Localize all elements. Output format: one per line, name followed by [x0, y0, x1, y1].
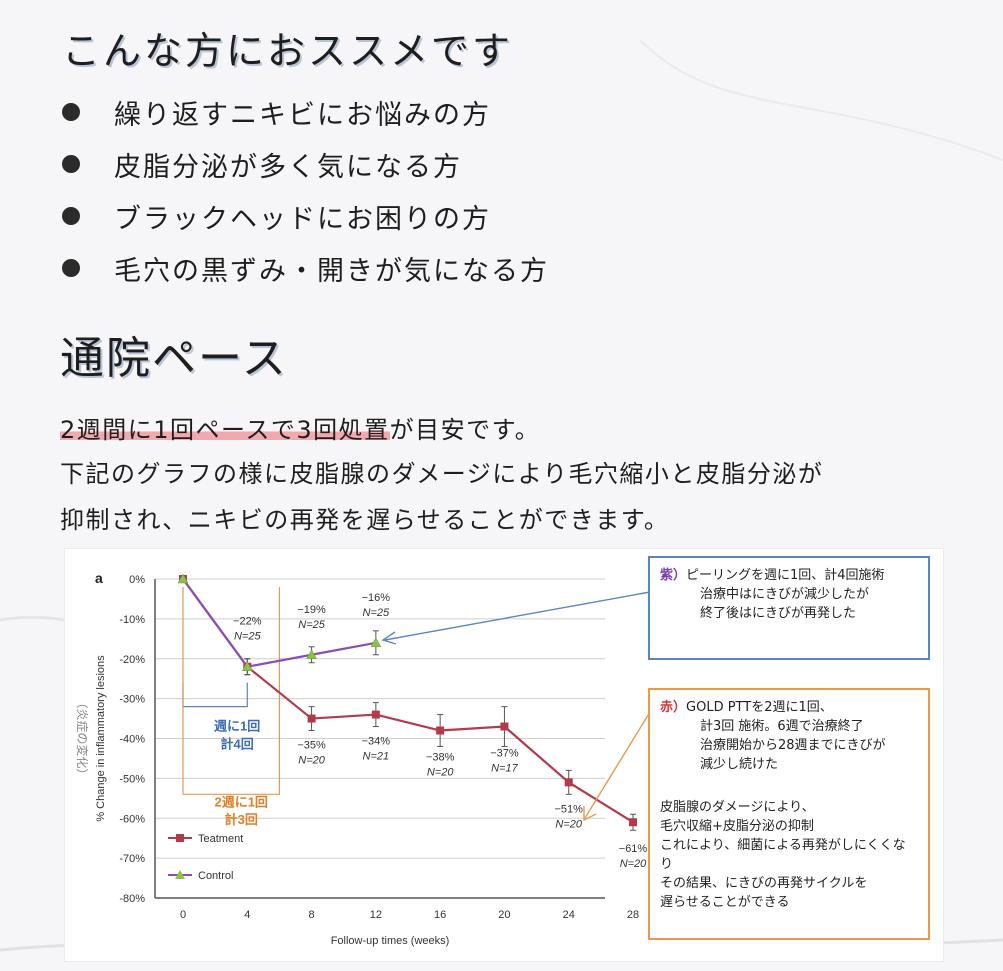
pace-line-1: 2週間に1回ペースで3回処置が目安です。	[60, 410, 540, 445]
purple-tag: 紫）	[660, 568, 687, 583]
red-line-2: 計3回 施術。6週で治療終了	[700, 719, 864, 734]
recommend-item: 毛穴の黒ずみ・開きが気になる方	[62, 242, 549, 294]
pace-line-2: 下記のグラフの様に皮脂腺のダメージにより毛穴縮小と皮脂分泌が	[60, 460, 824, 488]
bullet-icon	[62, 259, 80, 277]
pace-heading: 通院ペース	[60, 333, 288, 384]
red-line-4: 減少し続けた	[700, 757, 779, 772]
purple-note: 紫）ピーリングを週に1回、計4回施術 治療中はにきびが減少したが 終了後はにきび…	[648, 556, 930, 660]
pace-highlight: 2週間に1回ペースで3回処置	[60, 416, 390, 444]
bullet-icon	[62, 207, 80, 225]
red-line-3: 治療開始から28週までにきびが	[700, 738, 886, 753]
purple-line-1: ピーリングを週に1回、計4回施術	[686, 568, 885, 583]
red-line-8: その結果、にきびの再発サイクルを	[660, 876, 868, 891]
recommend-item: ブラックヘッドにお困りの方	[62, 190, 549, 242]
red-line-5: 皮脂腺のダメージにより、	[660, 800, 815, 815]
red-note: 赤）GOLD PTTを2週に1回、 計3回 施術。6週で治療終了 治療開始から2…	[648, 688, 930, 940]
red-tag: 赤）	[660, 700, 687, 715]
note-spacer	[660, 774, 918, 798]
pace-rest: が目安です。	[389, 416, 541, 444]
bullet-icon	[62, 155, 80, 173]
recommend-item: 繰り返すニキビにお悩みの方	[62, 86, 549, 138]
pace-line-3: 抑制され、ニキビの再発を遅らせることができます。	[60, 506, 670, 534]
red-line-6: 毛穴収縮+皮脂分泌の抑制	[660, 819, 814, 834]
red-line-9: 遅らせることができる	[660, 895, 790, 910]
bullet-icon	[62, 103, 80, 121]
purple-line-3: 終了後はにきびが再発した	[700, 606, 857, 621]
recommend-list: 繰り返すニキビにお悩みの方 皮脂分泌が多く気になる方 ブラックヘッドにお困りの方…	[62, 86, 549, 294]
recommend-item: 皮脂分泌が多く気になる方	[62, 138, 549, 190]
purple-line-2: 治療中はにきびが減少したが	[700, 587, 870, 602]
red-line-7: これにより、細菌による再発がしにくくなり	[660, 838, 906, 872]
recommend-heading: こんな方におススメです	[62, 29, 514, 73]
red-line-1: GOLD PTTを2週に1回、	[686, 700, 833, 715]
